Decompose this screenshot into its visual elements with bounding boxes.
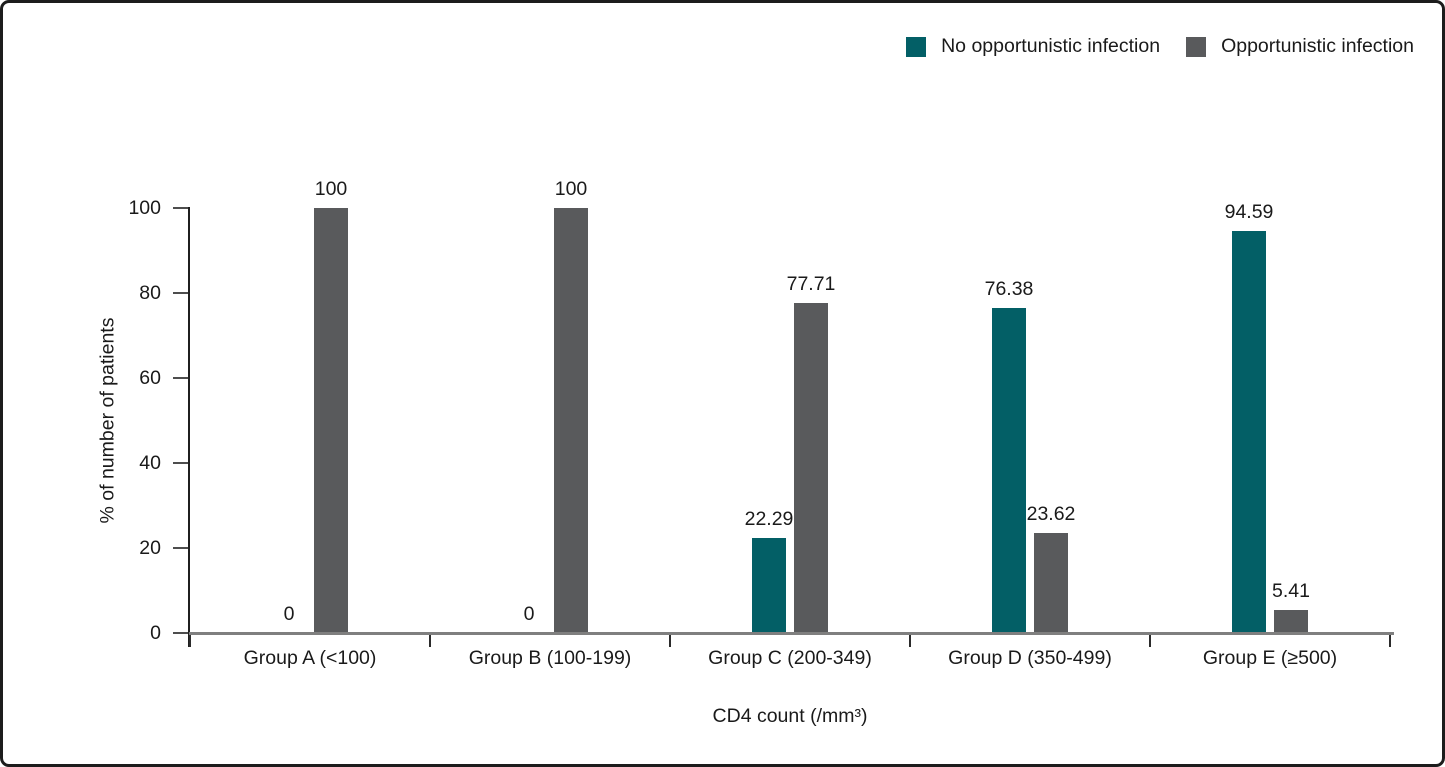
bar-value-label: 0 [283,603,295,625]
bar-value-label: 23.62 [1026,503,1076,525]
legend-item: Opportunistic infection [1186,35,1414,58]
y-tick-label: 100 [128,197,161,219]
legend: No opportunistic infection Opportunistic … [906,35,1414,58]
bar-value-label: 94.59 [1224,201,1274,223]
category-label: Group D (350-499) [948,647,1112,669]
y-tick-label: 60 [139,367,161,389]
bar-oi [554,208,588,633]
category-label: Group B (100-199) [468,647,632,669]
bar-no-oi [1232,231,1266,633]
y-tick-label: 80 [139,282,161,304]
bar-oi [794,303,828,633]
bar-value-label: 5.41 [1272,580,1310,602]
y-tick-label: 0 [150,622,161,644]
bar-oi [314,208,348,633]
legend-label: Opportunistic infection [1221,35,1414,57]
y-tick-label: 20 [139,537,161,559]
y-tick-mark [173,547,188,549]
bar-value-label: 0 [523,603,535,625]
y-axis-title: % of number of patients [96,317,119,524]
bar-no-oi [752,538,786,633]
category-boundary-tick [909,633,911,647]
y-tick-mark [173,462,188,464]
bar-oi [1034,533,1068,633]
category-boundary-tick [669,633,671,647]
y-tick-mark [173,377,188,379]
category-label: Group A (<100) [243,647,377,669]
bar-value-label: 100 [314,178,348,200]
legend-swatch-icon [1186,36,1207,57]
category-boundary-tick [429,633,431,647]
legend-label: No opportunistic infection [941,35,1161,57]
y-tick-mark [173,632,188,634]
bar-value-label: 76.38 [984,278,1034,300]
bar-oi [1274,610,1308,633]
bar-value-label: 77.71 [786,273,836,295]
category-boundary-tick [189,633,191,647]
category-boundary-tick [1389,633,1391,647]
y-tick-mark [173,207,188,209]
x-axis-line [189,632,1394,635]
category-boundary-tick [1149,633,1151,647]
bar-value-label: 100 [554,178,588,200]
y-tick-label: 40 [139,452,161,474]
category-label: Group E (≥500) [1202,647,1338,669]
category-label: Group C (200-349) [708,647,872,669]
legend-swatch-icon [906,36,927,57]
bar-value-label: 22.29 [744,508,794,530]
bar-no-oi [992,308,1026,633]
legend-item: No opportunistic infection [906,35,1160,58]
plot-area: 0 0 22.29 76.38 94.59 100 100 77.71 23.62 5.41 [190,178,1390,633]
y-axis-line [188,207,190,647]
y-tick-mark [173,292,188,294]
x-axis-title: CD4 count (/mm³) [712,705,868,727]
